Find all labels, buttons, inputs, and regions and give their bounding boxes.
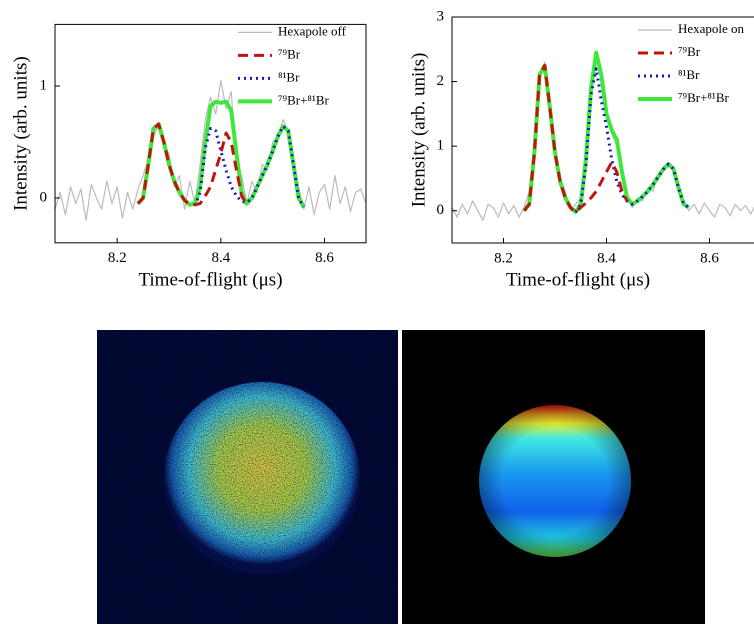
y-tick-label: 0 [437, 202, 445, 218]
legend-label: ⁸¹Br [278, 69, 300, 84]
x-tick-label: 8.2 [108, 250, 127, 266]
legend-label: ⁷⁹Br [278, 46, 301, 61]
x-tick-label: 8.2 [494, 250, 513, 266]
plot-area [452, 53, 754, 221]
legend-label: ⁷⁹Br [678, 44, 701, 59]
x-tick-label: 8.4 [597, 250, 616, 266]
simulated-image [402, 330, 705, 624]
legend-label: ⁸¹Br [678, 67, 700, 82]
plot-frame [55, 24, 366, 242]
x-axis-title: Time-of-flight (μs) [506, 269, 650, 290]
detector-image [97, 330, 398, 624]
y-tick-label: 1 [437, 138, 445, 154]
x-tick-label: 8.6 [700, 250, 719, 266]
y-tick-label: 2 [437, 73, 445, 89]
x-tick-label: 8.6 [315, 250, 334, 266]
x-tick-label: 8.4 [211, 250, 230, 266]
y-axis-title: Intensity (arb. units) [408, 53, 429, 208]
legend-label: Hexapole on [678, 21, 745, 36]
y-tick-label: 1 [40, 77, 48, 93]
x-axis-title: Time-of-flight (μs) [138, 269, 282, 290]
y-tick-label: 0 [40, 189, 48, 205]
y-axis-title: Intensity (arb. units) [10, 56, 31, 211]
legend-label: Hexapole off [278, 23, 347, 38]
legend-label: ⁷⁹Br+⁸¹Br [278, 92, 329, 107]
page: {"chart_data": [ {"type": "line", "xlabe… [0, 0, 754, 626]
figure: 8.2 8.4 8.6 0 1 Time-of-flight (μs) Intensity … [0, 0, 754, 626]
y-tick-label: 3 [437, 8, 445, 24]
legend-label: ⁷⁹Br+⁸¹Br [678, 90, 729, 105]
